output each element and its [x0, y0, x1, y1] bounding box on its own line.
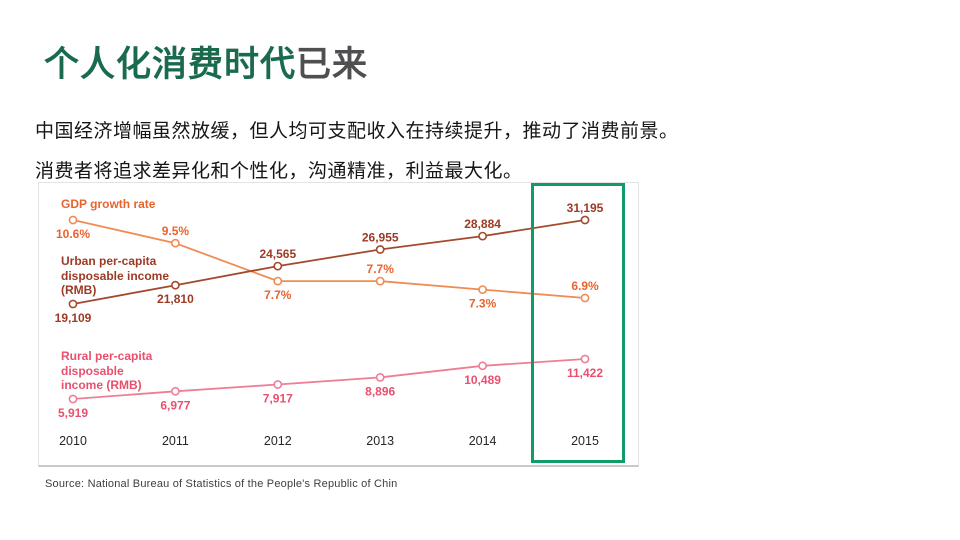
- series-label-rural-income: Rural per-capita disposable income (RMB): [61, 349, 181, 393]
- series-label-text: disposable: [61, 363, 124, 378]
- data-point-label-series1-2013: 26,955: [362, 231, 399, 245]
- data-point-series1-2011: [170, 280, 180, 290]
- data-point-label-series2-2011: 6,977: [160, 398, 190, 412]
- data-point-label-series1-2010: 19,109: [55, 311, 92, 325]
- data-point-label-series2-2013: 8,896: [365, 384, 395, 398]
- data-point-label-series2-2012: 7,917: [263, 392, 293, 406]
- intro-paragraph-line-1: 中国经济增幅虽然放缓，但人均可支配收入在持续提升，推动了消费前景。: [35, 121, 679, 142]
- x-axis-label-2013: 2013: [366, 434, 394, 448]
- data-point-label-series0-2015: 6.9%: [571, 279, 599, 293]
- data-point-series2-2014: [478, 361, 487, 371]
- series-label-text: income (RMB): [61, 378, 142, 392]
- data-point-series2-2012: [273, 380, 283, 389]
- series-label-urban-income: Urban per-capita disposable income (RMB): [61, 254, 181, 298]
- data-point-series0-2013: [375, 276, 385, 286]
- data-point-series2-2010: [68, 394, 78, 404]
- intro-paragraph-line-2: 消费者将追求差异化和个性化，沟通精准，利益最大化。: [35, 161, 523, 182]
- data-point-series2-2011: [170, 386, 180, 396]
- x-axis-label-2012: 2012: [264, 434, 292, 448]
- data-point-series1-2013: [375, 245, 385, 254]
- data-point-series1-2015: [580, 215, 590, 225]
- data-point-label-series1-2012: 24,565: [259, 247, 296, 261]
- page-title: 个人化消费时代已来: [44, 36, 368, 87]
- data-point-series0-2014: [478, 285, 487, 294]
- data-point-series1-2014: [478, 231, 487, 241]
- data-point-series0-2011: [170, 238, 180, 248]
- data-point-label-series0-2014: 7.3%: [469, 297, 497, 311]
- data-point-series0-2015: [580, 293, 590, 303]
- line-series-2: [72, 358, 586, 400]
- data-point-series1-2012: [273, 261, 283, 271]
- x-axis-label-2014: 2014: [469, 434, 497, 448]
- data-point-series2-2015: [580, 354, 590, 364]
- data-point-label-series2-2014: 10,489: [464, 373, 501, 387]
- series-label-text: disposable income: [61, 268, 170, 283]
- data-point-label-series2-2010: 5,919: [58, 406, 88, 420]
- x-axis-label-2015: 2015: [571, 434, 599, 448]
- series-label-text: Rural per-capita: [61, 349, 153, 363]
- series-label-text: Urban per-capita: [61, 254, 157, 268]
- line-chart-canvas: 10.6% 9.5% 7.7% 7.7% 7.3% 6.9% 19,109 21,810 24,…: [55, 201, 604, 448]
- source-note: Source: National Bureau of Statistics of…: [45, 478, 398, 490]
- data-point-label-series1-2014: 28,884: [464, 217, 501, 231]
- x-axis-label-2011: 2011: [162, 434, 189, 448]
- data-point-label-series0-2011: 9.5%: [162, 224, 190, 238]
- data-point-series0-2012: [273, 276, 283, 286]
- data-point-series0-2010: [68, 215, 78, 225]
- line-series-1: [72, 219, 586, 305]
- chart-panel: 10.6% 9.5% 7.7% 7.7% 7.3% 6.9% 19,109 21,810 24,…: [38, 182, 639, 467]
- data-point-series2-2013: [375, 372, 385, 382]
- series-label-gdp-growth-rate: GDP growth rate: [61, 197, 181, 212]
- page-title-rest: 已来: [296, 45, 369, 84]
- data-point-label-series0-2010: 10.6%: [56, 227, 90, 241]
- data-point-label-series0-2013: 7.7%: [367, 262, 395, 276]
- data-point-label-series1-2015: 31,195: [567, 201, 604, 215]
- data-point-label-series2-2015: 11,422: [567, 366, 603, 380]
- line-series-0: [72, 219, 586, 299]
- page-title-highlight: 个人化消费时代: [44, 45, 297, 84]
- data-point-label-series1-2011: 21,810: [157, 292, 194, 306]
- data-point-label-series0-2012: 7.7%: [264, 288, 292, 302]
- series-label-text: GDP growth rate: [61, 197, 156, 211]
- data-point-series1-2010: [68, 299, 78, 309]
- series-label-text: (RMB): [61, 283, 97, 297]
- x-axis-label-2010: 2010: [59, 434, 87, 448]
